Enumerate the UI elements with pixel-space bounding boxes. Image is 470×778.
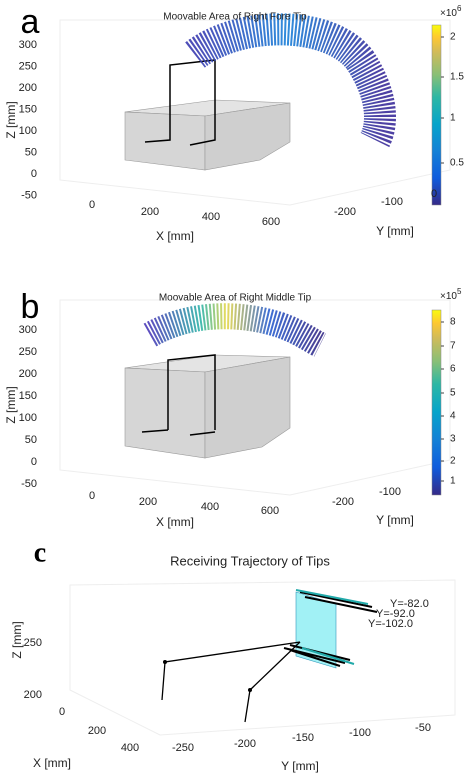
annotation: Y=-102.0 <box>368 618 413 630</box>
panel-a-scene <box>59 13 451 206</box>
z-tick-label: 0 <box>31 456 37 468</box>
x-tick-label: 200 <box>88 725 106 737</box>
y-axis-label: Y [mm] <box>281 759 319 773</box>
y-tick-label: -150 <box>292 732 314 744</box>
y-axis-label: Y [mm] <box>376 224 414 238</box>
multiplier-exponent: 6 <box>457 4 462 13</box>
panel-label: c <box>34 537 46 568</box>
colorbar-tick-label: 7 <box>450 341 456 352</box>
panel-label: a <box>21 3 40 41</box>
z-axis-label: Z [mm] <box>10 621 24 658</box>
colorbar-tick-label: 8 <box>450 317 456 328</box>
colorbar-tick-label: 4 <box>450 411 456 422</box>
z-tick-label: 100 <box>19 125 37 137</box>
z-tick-label: 150 <box>19 103 37 115</box>
z-tick-label: -50 <box>21 478 37 490</box>
colorbar-tick-label: 6 <box>450 364 456 375</box>
x-tick-label: 0 <box>89 490 95 502</box>
panel-title: Moovable Area of Right Middle Tip <box>159 293 312 304</box>
x-tick-label: 400 <box>202 211 220 223</box>
z-tick-label: 300 <box>19 324 37 336</box>
multiplier-exponent: 5 <box>457 287 462 296</box>
panel: c Receiving Trajectory of Tips X [mm] Y [mm… <box>10 537 431 773</box>
z-tick-label: 50 <box>25 434 37 446</box>
y-tick-label: -200 <box>234 738 256 750</box>
colorbar-tick-label: 5 <box>450 388 456 399</box>
x-axis-label: X [mm] <box>156 515 194 529</box>
y-tick-label: -200 <box>332 496 354 508</box>
panel-label: b <box>21 288 40 326</box>
colorbar-tick-label: 2 <box>450 32 456 43</box>
colorbar-tick-label: 0.5 <box>450 158 464 169</box>
x-tick-label: 0 <box>59 706 65 718</box>
colorbar-tick-label: 1 <box>450 476 456 487</box>
y-tick-label: -50 <box>415 722 431 734</box>
colorbar-multiplier: ×106 <box>440 4 462 19</box>
panel-b-scene <box>59 299 451 496</box>
panel-c-scene <box>69 579 456 736</box>
y-tick-label: 0 <box>431 188 437 200</box>
panel-title: Moovable Area of Right Fore Tip <box>163 12 307 23</box>
x-axis-label: X [mm] <box>156 229 194 243</box>
z-tick-label: -50 <box>21 189 37 201</box>
z-tick-label: 150 <box>19 390 37 402</box>
x-axis-label: X [mm] <box>33 756 71 770</box>
annotation: Y=-92.0 <box>376 608 415 620</box>
colorbar-multiplier: ×105 <box>440 287 462 302</box>
panel-title: Receiving Trajectory of Tips <box>170 553 330 568</box>
z-axis-label: Z [mm] <box>4 386 18 423</box>
z-tick-label: 200 <box>19 368 37 380</box>
panel: b Moovable Area of Right Middle Tip X [mm]… <box>4 287 462 529</box>
y-tick-label: -100 <box>381 196 403 208</box>
y-tick-label: -200 <box>334 206 356 218</box>
x-tick-label: 0 <box>89 199 95 211</box>
y-tick-label: -100 <box>349 727 371 739</box>
panel: a Moovable Area of Right Fore Tip X [mm] Y … <box>4 3 464 243</box>
colorbar-tick-label: 1.5 <box>450 72 464 83</box>
multiplier-base: ×10 <box>440 291 457 302</box>
z-tick-label: 200 <box>24 689 42 701</box>
z-tick-label: 100 <box>19 412 37 424</box>
z-tick-label: 200 <box>19 82 37 94</box>
z-axis-label: Z [mm] <box>4 101 18 138</box>
x-tick-label: 600 <box>262 216 280 228</box>
z-tick-label: 0 <box>31 168 37 180</box>
multiplier-base: ×10 <box>440 8 457 19</box>
x-tick-label: 600 <box>261 505 279 517</box>
z-tick-label: 250 <box>19 60 37 72</box>
colorbar-tick-label: 1 <box>450 113 456 124</box>
y-tick-label: -100 <box>379 486 401 498</box>
z-tick-label: 250 <box>24 637 42 649</box>
annotation: Y=-82.0 <box>390 598 429 610</box>
z-tick-label: 50 <box>25 146 37 158</box>
z-tick-label: 250 <box>19 346 37 358</box>
y-tick-label: -250 <box>172 742 194 754</box>
x-tick-label: 400 <box>201 501 219 513</box>
y-axis-label: Y [mm] <box>376 513 414 527</box>
colorbar-tick-label: 3 <box>450 434 456 445</box>
x-tick-label: 200 <box>141 206 159 218</box>
z-tick-label: 300 <box>19 39 37 51</box>
x-tick-label: 400 <box>121 742 139 754</box>
colorbar-tick-label: 2 <box>450 456 456 467</box>
x-tick-label: 200 <box>139 496 157 508</box>
